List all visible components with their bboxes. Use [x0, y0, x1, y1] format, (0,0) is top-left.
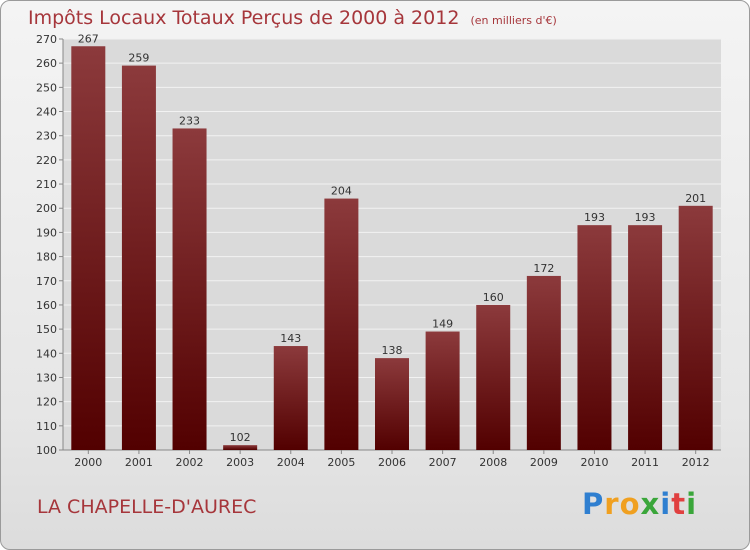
logo-letter: P [582, 487, 605, 521]
y-tick-label: 220 [36, 154, 57, 167]
data-label-2000: 267 [78, 32, 99, 45]
bar-2003 [223, 445, 258, 450]
bar-2007 [425, 331, 460, 450]
y-tick-label: 140 [36, 347, 57, 360]
logo-letter: i [686, 487, 698, 521]
logo-letter: i [660, 487, 672, 521]
y-tick-label: 150 [36, 323, 57, 336]
data-label-2006: 138 [382, 344, 403, 357]
y-tick-label: 250 [36, 81, 57, 94]
x-tick-label-2009: 2009 [530, 456, 558, 469]
y-tick-label: 160 [36, 299, 57, 312]
y-tick-label: 270 [36, 33, 57, 46]
x-tick-label-2005: 2005 [327, 456, 355, 469]
data-label-2003: 102 [230, 431, 251, 444]
x-tick-label-2007: 2007 [429, 456, 457, 469]
data-label-2005: 204 [331, 185, 352, 198]
x-tick-label-2008: 2008 [479, 456, 507, 469]
logo-letter: o [619, 487, 641, 521]
bar-2008 [476, 304, 511, 450]
y-tick-label: 170 [36, 275, 57, 288]
data-label-2007: 149 [432, 318, 453, 331]
y-tick-label: 230 [36, 130, 57, 143]
bar-2001 [121, 65, 156, 450]
chart-subtitle: (en milliers d'€) [470, 14, 557, 27]
data-label-2009: 172 [533, 262, 554, 275]
bar-2009 [526, 275, 561, 450]
data-label-2010: 193 [584, 211, 605, 224]
bar-2012 [678, 205, 713, 450]
y-tick-label: 110 [36, 420, 57, 433]
x-tick-label-2002: 2002 [176, 456, 204, 469]
x-tick-label-2003: 2003 [226, 456, 254, 469]
data-label-2001: 259 [128, 52, 149, 65]
x-tick-label-2011: 2011 [631, 456, 659, 469]
x-tick-label-2012: 2012 [682, 456, 710, 469]
y-tick-label: 200 [36, 202, 57, 215]
data-label-2012: 201 [685, 192, 706, 205]
proxiti-logo: Proxiti [582, 487, 697, 521]
chart-title-group: Impôts Locaux Totaux Perçus de 2000 à 20… [28, 7, 557, 29]
data-label-2011: 193 [635, 211, 656, 224]
y-tick-label: 240 [36, 106, 57, 119]
y-tick-label: 130 [36, 371, 57, 384]
x-tick-label-2010: 2010 [580, 456, 608, 469]
bar-2002 [172, 128, 207, 450]
chart-title: Impôts Locaux Totaux Perçus de 2000 à 20… [28, 7, 460, 29]
x-tick-label-2004: 2004 [277, 456, 305, 469]
x-tick-label-2006: 2006 [378, 456, 406, 469]
logo-letter: r [604, 487, 620, 521]
x-tick-label-2001: 2001 [125, 456, 153, 469]
data-label-2004: 143 [280, 332, 301, 345]
y-tick-label: 120 [36, 396, 57, 409]
bar-2000 [71, 46, 106, 451]
logo-letter: x [640, 487, 661, 521]
y-tick-label: 210 [36, 178, 57, 191]
bar-2004 [273, 346, 308, 450]
bar-2010 [577, 225, 612, 450]
y-tick-label: 190 [36, 226, 57, 239]
data-label-2002: 233 [179, 114, 200, 127]
bar-2005 [324, 198, 359, 450]
location-label: LA CHAPELLE-D'AUREC [37, 496, 257, 518]
logo-letter: t [671, 487, 687, 521]
y-tick-label: 180 [36, 251, 57, 264]
bar-2006 [375, 358, 409, 450]
x-tick-label-2000: 2000 [74, 456, 102, 469]
data-label-2008: 160 [483, 291, 504, 304]
y-tick-label: 100 [36, 444, 57, 457]
bar-2011 [628, 225, 663, 450]
y-tick-label: 260 [36, 57, 57, 70]
